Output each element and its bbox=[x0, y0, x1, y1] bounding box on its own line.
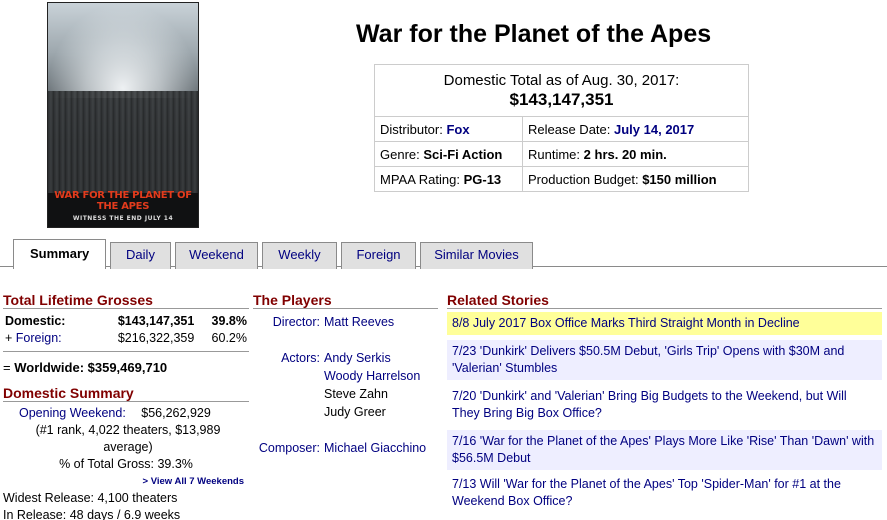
domestic-summary-header: Domestic Summary bbox=[3, 385, 249, 402]
tab-similar-movies[interactable]: Similar Movies bbox=[420, 242, 533, 269]
domestic-summary: Opening Weekend: $56,262,929 (#1 rank, 4… bbox=[3, 405, 249, 520]
release-date-label: Release Date: bbox=[528, 121, 611, 137]
poster-sky bbox=[48, 3, 198, 98]
actor-link[interactable]: Andy Serkis bbox=[324, 351, 391, 365]
worldwide-gross: Worldwide: $359,469,710 bbox=[14, 360, 168, 375]
foreign-prefix: + bbox=[5, 330, 13, 345]
budget-label: Production Budget: bbox=[528, 171, 639, 187]
related-story-link[interactable]: 7/16 'War for the Planet of the Apes' Pl… bbox=[447, 430, 882, 471]
players-header: The Players bbox=[253, 292, 438, 309]
movie-info-box: Domestic Total as of Aug. 30, 2017: $143… bbox=[374, 64, 749, 192]
release-date-link[interactable]: July 14, 2017 bbox=[614, 121, 695, 137]
opening-weekend-link[interactable]: Opening Weekend: bbox=[19, 406, 126, 420]
related-story-link[interactable]: 8/8 July 2017 Box Office Marks Third Str… bbox=[447, 312, 882, 336]
movie-poster[interactable]: WAR FOR THE PLANET OF THE APES WITNESS T… bbox=[47, 2, 199, 228]
poster-title: WAR FOR THE PLANET OF THE APES bbox=[54, 190, 192, 212]
genre-label: Genre: bbox=[380, 146, 420, 162]
runtime-value: 2 hrs. 20 min. bbox=[583, 146, 667, 162]
opening-detail: (#1 rank, 4,022 theaters, $13,989 averag… bbox=[35, 423, 221, 454]
actor-name: Steve Zahn bbox=[324, 387, 388, 401]
mpaa-label: MPAA Rating: bbox=[380, 171, 460, 187]
tab-weekend[interactable]: Weekend bbox=[175, 242, 258, 269]
composer-link[interactable]: Michael Giacchino bbox=[324, 441, 427, 455]
tab-summary[interactable]: Summary bbox=[13, 239, 106, 269]
widest-release: Widest Release: 4,100 theaters bbox=[3, 491, 178, 505]
related-story-link[interactable]: 7/23 'Dunkirk' Delivers $50.5M Debut, 'G… bbox=[447, 340, 882, 381]
related-story-link[interactable]: 7/20 'Dunkirk' and 'Valerian' Bring Big … bbox=[447, 385, 882, 426]
domestic-label: Domestic: bbox=[5, 313, 66, 328]
grosses-panel: Total Lifetime Grosses Domestic: $143,14… bbox=[3, 292, 249, 520]
tab-foreign[interactable]: Foreign bbox=[341, 242, 416, 269]
lifetime-grosses-header: Total Lifetime Grosses bbox=[3, 292, 249, 309]
actors-role-link[interactable]: Actors: bbox=[281, 351, 320, 365]
director-link[interactable]: Matt Reeves bbox=[324, 315, 395, 329]
players-panel: The Players Director: Matt Reeves Actors… bbox=[253, 292, 438, 458]
players-table: Director: Matt Reeves Actors: Andy Serki… bbox=[253, 312, 429, 458]
in-release: In Release: 48 days / 6.9 weeks bbox=[3, 508, 181, 520]
page-title: War for the Planet of the Apes bbox=[356, 20, 712, 48]
foreign-pct: 60.2% bbox=[211, 330, 247, 345]
domestic-total-cell: Domestic Total as of Aug. 30, 2017: $143… bbox=[374, 64, 749, 117]
domestic-gross: $143,147,351 bbox=[117, 313, 195, 328]
distributor-label: Distributor: bbox=[380, 121, 443, 137]
budget-value: $150 million bbox=[642, 171, 717, 187]
tab-weekly[interactable]: Weekly bbox=[262, 242, 337, 269]
genre-value: Sci-Fi Action bbox=[423, 146, 503, 162]
actor-link[interactable]: Woody Harrelson bbox=[324, 369, 421, 383]
tab-daily[interactable]: Daily bbox=[110, 242, 171, 269]
grosses-table: Domestic: $143,147,351 39.8% + Foreign: … bbox=[3, 312, 249, 346]
mpaa-value: PG-13 bbox=[463, 171, 502, 187]
actor-name: Judy Greer bbox=[324, 405, 386, 419]
domestic-total-label: Domestic Total as of Aug. 30, 2017: bbox=[443, 72, 680, 89]
poster-army bbox=[48, 91, 198, 201]
foreign-link[interactable]: Foreign: bbox=[15, 330, 62, 345]
opening-weekend-value: $56,262,929 bbox=[141, 406, 211, 420]
related-stories-panel: Related Stories 8/8 July 2017 Box Office… bbox=[447, 292, 882, 514]
foreign-gross: $216,322,359 bbox=[117, 330, 195, 345]
view-all-weekends-link[interactable]: > View All 7 Weekends bbox=[142, 476, 244, 487]
domestic-total-value: $143,147,351 bbox=[509, 90, 614, 109]
related-story-link[interactable]: 7/13 Will 'War for the Planet of the Ape… bbox=[447, 473, 882, 514]
tab-bar: Summary Daily Weekend Weekly Foreign Sim… bbox=[13, 239, 533, 269]
related-stories-header: Related Stories bbox=[447, 292, 882, 309]
worldwide-row: = Worldwide: $359,469,710 bbox=[3, 351, 249, 375]
distributor-link[interactable]: Fox bbox=[446, 121, 470, 137]
poster-footer bbox=[48, 193, 198, 227]
pct-total-gross: % of Total Gross: 39.3% bbox=[59, 457, 193, 471]
poster-tagline: WITNESS THE END JULY 14 bbox=[72, 215, 174, 222]
worldwide-prefix: = bbox=[3, 360, 11, 375]
composer-role-link[interactable]: Composer: bbox=[258, 441, 320, 455]
runtime-label: Runtime: bbox=[528, 146, 581, 162]
director-role-link[interactable]: Director: bbox=[272, 315, 320, 329]
domestic-pct: 39.8% bbox=[211, 313, 247, 328]
